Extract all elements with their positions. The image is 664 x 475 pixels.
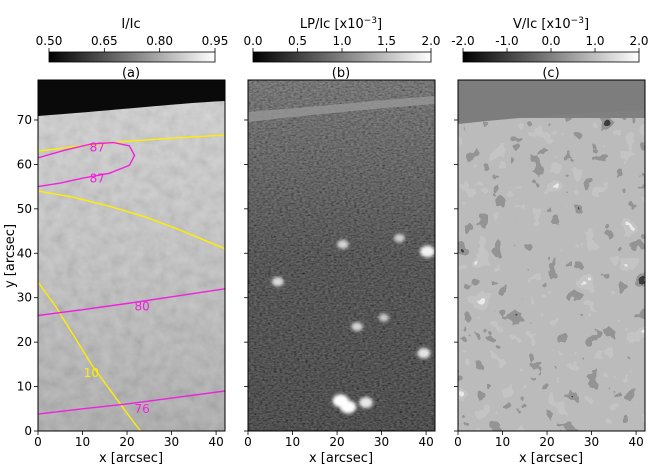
colorbar-c-label: V/Ic [x10−3] (513, 16, 589, 32)
y-tick-label: 10 (17, 380, 32, 394)
x-tick-label: 0 (244, 435, 252, 449)
colorbar-tick-label: 0.5 (288, 34, 307, 48)
y-tick-label: 0 (24, 424, 32, 438)
intensity-image: 87 87 80 76 10 (38, 80, 225, 431)
colorbar-b-label: LP/Ic [x10−3] (300, 16, 382, 32)
colorbar-b-bar (252, 51, 432, 63)
y-tick-label: 50 (17, 202, 32, 216)
x-tick-label: 30 (164, 435, 179, 449)
colorbar-tick-label: 2.0 (629, 34, 648, 48)
off-limb-dark-region (38, 80, 225, 116)
x-tick-label: 20 (119, 435, 134, 449)
contour-line (38, 190, 225, 250)
colorbar-tick-label: 1.0 (585, 34, 604, 48)
x-axis-label-c: x [arcsec] (519, 451, 583, 466)
panel-a-label: (a) (122, 66, 140, 81)
axes-frame-c (457, 79, 646, 432)
x-tick-label: 40 (628, 435, 643, 449)
x-tick-label: 10 (285, 435, 300, 449)
contour-line (38, 390, 225, 415)
axes-frame-a (37, 79, 226, 432)
x-tick-label: 0 (454, 435, 462, 449)
y-tick-label: 70 (17, 113, 32, 127)
y-tick-label: 20 (17, 335, 32, 349)
bright-point (337, 239, 349, 249)
panel-a: I/Ic 0.50 0.65 0.80 0.95 (a) 87 87 80 76 10 0 10… (3, 17, 228, 466)
bright-point (417, 348, 431, 359)
colorbar-c: V/Ic [x10−3] -2.0 -1.0 0.0 1.0 2.0 (451, 16, 649, 63)
x-tick-label: 20 (539, 435, 554, 449)
x-tick-label: 30 (374, 435, 389, 449)
circular-polarization-image (458, 80, 645, 431)
off-limb-region-c (458, 80, 645, 124)
bright-point (420, 245, 435, 258)
x-axis-label-b: x [arcsec] (309, 451, 373, 466)
contour-label: 10 (84, 366, 99, 380)
bright-point (394, 233, 405, 243)
x-axis-label-a: x [arcsec] (99, 451, 163, 466)
bright-point (340, 400, 357, 414)
x-tick-label: 40 (418, 435, 433, 449)
x-tick-label: 40 (208, 435, 223, 449)
panel-c-label: (c) (542, 66, 559, 81)
colorbar-tick-label: -1.0 (495, 34, 518, 48)
panel-c: V/Ic [x10−3] -2.0 -1.0 0.0 1.0 2.0 (c) 0 10 20… (451, 16, 648, 466)
colorbar-a-label: I/Ic (121, 17, 140, 32)
contour-label: 80 (135, 300, 150, 314)
colorbar-tick-label: 0.50 (36, 34, 63, 48)
colorbar-b: LP/Ic [x10−3] 0.0 0.5 1.0 1.5 2.0 (243, 16, 441, 63)
y-axis-label: y [arcsec] (3, 224, 18, 288)
y-tick-label: 40 (17, 246, 32, 260)
panel-b-label: (b) (332, 66, 350, 81)
colorbar-c-bar (462, 51, 640, 63)
bright-point (271, 276, 284, 287)
bright-point (359, 397, 373, 409)
colorbar-tick-label: 0.65 (91, 34, 118, 48)
linear-polarization-image (248, 80, 435, 431)
x-tick-label: 30 (584, 435, 599, 449)
colorbar-tick-label: 1.0 (332, 34, 351, 48)
x-tick-label: 20 (329, 435, 344, 449)
limb-bright-band (248, 96, 435, 122)
colorbar-tick-label: 0.95 (202, 34, 229, 48)
colorbar-a-bar (48, 51, 216, 63)
contour-label: 87 (90, 141, 105, 155)
y-tick-label: 60 (17, 157, 32, 171)
y-tick-label: 30 (17, 291, 32, 305)
colorbar-tick-label: -2.0 (451, 34, 474, 48)
colorbar-tick-label: 0.0 (541, 34, 560, 48)
contour-line (38, 134, 225, 152)
axes-frame-b (247, 79, 436, 432)
colorbar-tick-label: 0.80 (146, 34, 173, 48)
contour-label: 76 (135, 402, 150, 416)
bright-point (378, 313, 389, 322)
contour-line (38, 281, 141, 431)
x-tick-label: 10 (75, 435, 90, 449)
panel-b: LP/Ic [x10−3] 0.0 0.5 1.0 1.5 2.0 (b) 0 10 20 3… (243, 16, 440, 466)
bright-point (351, 322, 363, 332)
contour-label: 87 (90, 172, 105, 186)
x-tick-label: 10 (495, 435, 510, 449)
colorbar-tick-label: 0.0 (243, 34, 262, 48)
colorbar-tick-label: 2.0 (421, 34, 440, 48)
contour-line (38, 141, 136, 188)
contour-line (38, 288, 225, 317)
x-tick-label: 0 (34, 435, 42, 449)
colorbar-a: I/Ic 0.50 0.65 0.80 0.95 (36, 17, 229, 63)
colorbar-tick-label: 1.5 (377, 34, 396, 48)
